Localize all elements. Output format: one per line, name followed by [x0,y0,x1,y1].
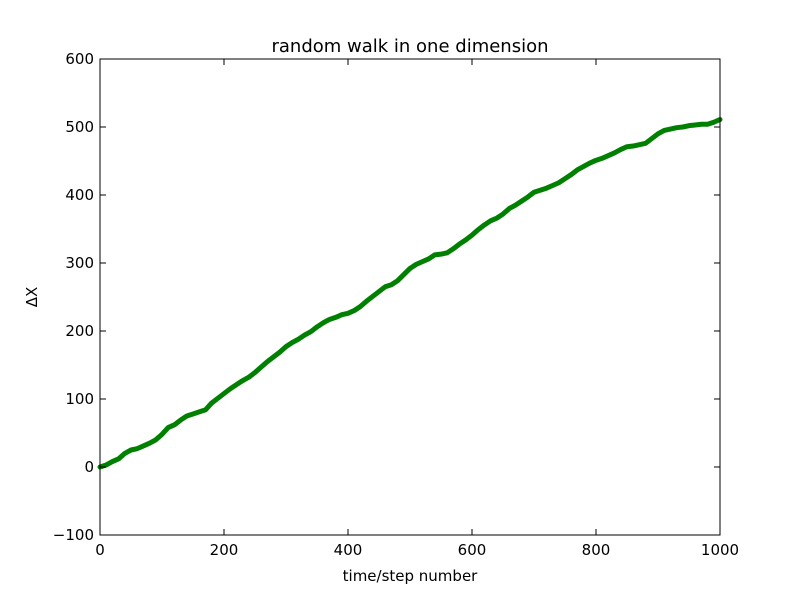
y-tick-label: 300 [65,254,94,272]
series-line [97,117,723,470]
x-tick-label: 400 [334,541,363,559]
x-tick-label: 600 [458,541,487,559]
x-tick-label: 800 [582,541,611,559]
y-tick-label: 400 [65,186,94,204]
y-axis-label: ΔX [23,287,41,308]
y-tick-label: 0 [84,458,94,476]
chart-title: random walk in one dimension [271,36,548,57]
plot-frame [99,58,721,536]
x-tick-label: 0 [95,541,105,559]
y-tick-label: 200 [65,322,94,340]
y-tick-label: −100 [53,526,94,544]
x-axis-label: time/step number [343,567,479,585]
x-tick-label: 200 [210,541,239,559]
y-tick-label: 100 [65,390,94,408]
x-tick-label: 1000 [701,541,739,559]
y-tick-label: 500 [65,118,94,136]
plot-area [97,117,723,470]
y-tick-label: 600 [65,50,94,68]
